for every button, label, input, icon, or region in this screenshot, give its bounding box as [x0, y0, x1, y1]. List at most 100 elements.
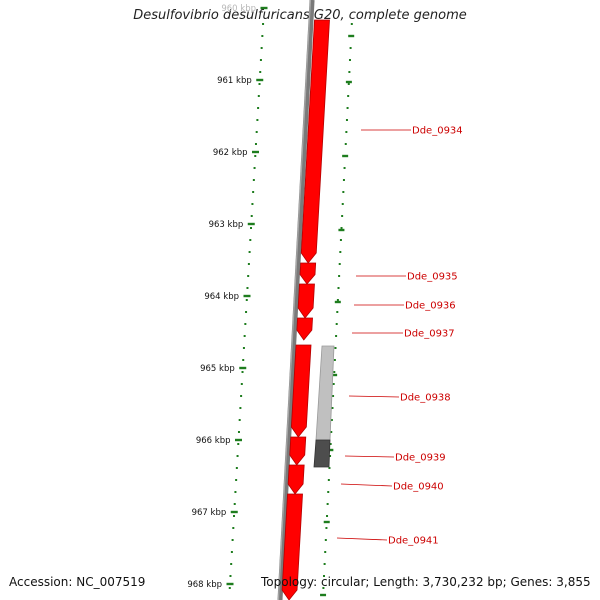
scale-dot	[341, 215, 344, 217]
scale-tick	[323, 520, 330, 524]
feature-block	[315, 345, 335, 441]
scale-dot	[332, 395, 335, 397]
gene-arrow[interactable]	[287, 464, 305, 495]
scale-dot	[345, 131, 348, 133]
scale-dot	[250, 215, 253, 217]
gene-label[interactable]: Dde_0937	[404, 329, 455, 340]
scale-dot	[336, 299, 339, 301]
scale-tick	[334, 300, 341, 304]
scale-dot	[229, 575, 232, 577]
scale-dot	[254, 155, 257, 157]
scale-dot	[262, 23, 265, 25]
scale-dot	[339, 251, 342, 253]
scale-dot	[348, 71, 351, 73]
scale-tick-label: 964 kbp	[204, 292, 239, 302]
scale-dot	[349, 47, 352, 49]
scale-dot	[328, 467, 331, 469]
backbone-highlight	[277, 0, 312, 600]
scale-dot	[333, 371, 336, 373]
scale-dot	[329, 443, 332, 445]
scale-dot	[245, 311, 248, 313]
scale-dot	[323, 563, 326, 565]
scale-dot	[347, 95, 350, 97]
chromosome-backbone	[277, 0, 315, 600]
scale-dot	[241, 371, 244, 373]
scale-dot	[260, 47, 263, 49]
scale-dot	[350, 23, 353, 25]
gene-leader-line	[344, 455, 395, 458]
scale-tick	[239, 366, 247, 370]
scale-dot	[257, 95, 260, 97]
scale-dot	[348, 59, 351, 61]
scale-tick	[226, 582, 234, 586]
scale-dot	[327, 491, 330, 493]
gene-label[interactable]: Dde_0940	[393, 482, 444, 493]
gene-arrow[interactable]	[296, 317, 313, 341]
scale-tick	[320, 593, 327, 597]
scale-tick-label: 963 kbp	[209, 220, 244, 230]
scale-dot	[326, 515, 329, 517]
gene-label[interactable]: Dde_0938	[400, 393, 451, 404]
gene-arrow[interactable]	[289, 436, 307, 466]
scale-dot	[242, 347, 245, 349]
scale-dot	[333, 359, 336, 361]
scale-dot	[252, 179, 255, 181]
gene-leader-line	[336, 537, 388, 541]
gene-arrow[interactable]	[290, 344, 312, 438]
scale-dot	[230, 551, 233, 553]
scale-tick-label: 961 kbp	[217, 76, 252, 86]
scale-tick	[342, 154, 349, 158]
scale-dot	[251, 203, 254, 205]
gene-track	[281, 19, 330, 600]
scale-dot	[259, 71, 262, 73]
scale-dot	[335, 323, 338, 325]
scale-dot	[332, 383, 335, 385]
gene-label[interactable]: Dde_0941	[388, 536, 439, 547]
scale-dots	[228, 23, 353, 589]
scale-tick	[260, 6, 268, 10]
scale-dot	[234, 491, 237, 493]
scale-tick	[256, 78, 264, 82]
scale-dot	[338, 263, 341, 265]
scale-dot	[258, 83, 261, 85]
backbone-line	[277, 0, 315, 600]
gene-labels: Dde_0934 Dde_0935 Dde_0936 Dde_0937 Dde_0938…	[336, 126, 463, 547]
scale-dot	[324, 551, 327, 553]
scale-dot	[235, 479, 238, 481]
gene-arrow[interactable]	[297, 283, 315, 319]
gene-label[interactable]: Dde_0934	[412, 126, 463, 137]
scale-dot	[255, 131, 258, 133]
scale-dot	[343, 167, 346, 169]
scale-dot	[259, 59, 262, 61]
gene-leader-line	[348, 395, 400, 398]
gene-arrow[interactable]	[299, 262, 317, 285]
scale-tick	[247, 222, 255, 226]
scale-tick	[327, 448, 334, 452]
scale-dot	[323, 575, 326, 577]
gene-label[interactable]: Dde_0936	[405, 301, 456, 312]
scale-dot	[238, 419, 241, 421]
accession-text: Accession: NC_007519	[9, 575, 146, 589]
scale-dot	[341, 203, 344, 205]
scale-dot	[240, 383, 243, 385]
scale-tick	[348, 34, 355, 38]
scale-tick	[230, 510, 238, 514]
scale-dot	[242, 359, 245, 361]
scale-dot	[338, 275, 341, 277]
scale-dot	[322, 587, 325, 589]
scale-tick	[252, 150, 259, 154]
feature-track	[313, 345, 335, 468]
gene-label[interactable]: Dde_0935	[407, 272, 458, 283]
scale-dot	[327, 479, 330, 481]
scale-tick-label: 962 kbp	[213, 148, 248, 158]
scale-dot	[329, 455, 332, 457]
gene-label[interactable]: Dde_0939	[395, 453, 446, 464]
scale-dot	[237, 443, 240, 445]
gene-arrow[interactable]	[300, 19, 330, 264]
scale-dot	[324, 539, 327, 541]
gene-arrow[interactable]	[281, 493, 303, 600]
scale-dot	[345, 119, 348, 121]
scale-tick-label: 966 kbp	[196, 436, 231, 446]
scale-dot	[244, 323, 247, 325]
